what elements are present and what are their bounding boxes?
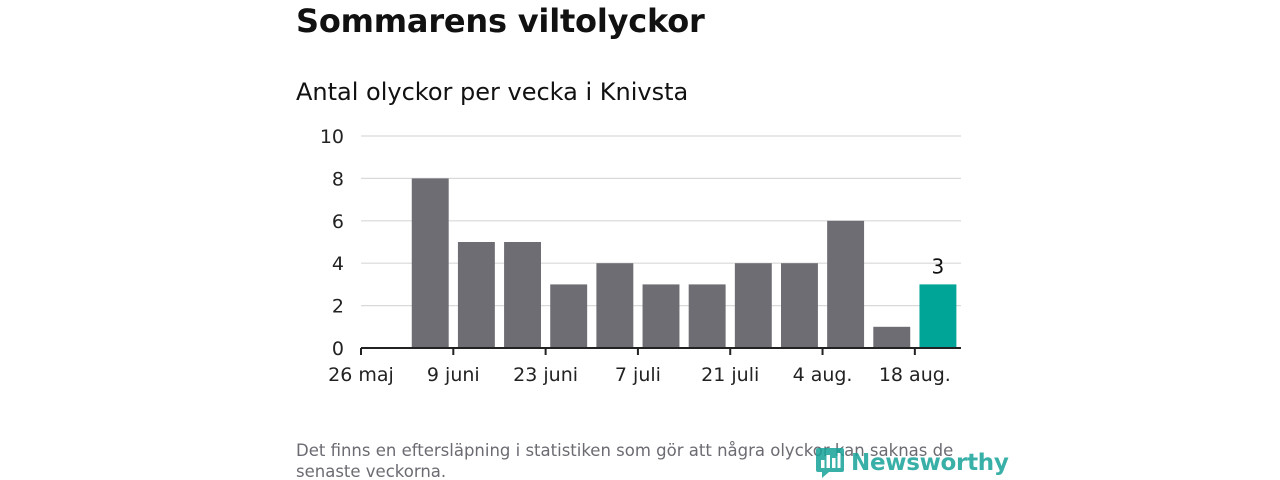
chart-title: Sommarens viltolyckor [296, 2, 705, 40]
labels: 0 2 4 6 8 10 26 maj 9 juni 23 juni 7 juli 21 juli 4… [320, 126, 951, 386]
x-tick-label: 26 maj [328, 364, 394, 386]
x-tick-label: 18 aug. [879, 364, 951, 386]
bar [642, 284, 680, 348]
grid-lines [361, 135, 961, 307]
bar-chart: 0 2 4 6 8 10 26 maj 9 juni 23 juni 7 juli 21 juli 4… [320, 126, 961, 386]
y-tick-label: 6 [332, 211, 344, 233]
bar [827, 220, 865, 348]
x-tick-label: 23 juni [513, 364, 578, 386]
data-label: 3 [932, 254, 945, 278]
x-tick-label: 21 juli [701, 364, 759, 386]
bar [550, 284, 588, 348]
axes [360, 347, 961, 355]
bar [873, 326, 911, 348]
bar [596, 263, 634, 348]
bar [734, 263, 772, 348]
bar [688, 284, 726, 348]
bar-chart-bubble-icon [816, 448, 844, 478]
x-tick-label: 7 juli [615, 364, 661, 386]
logo-text: Newsworthy [851, 450, 1009, 476]
bars [411, 178, 957, 348]
newsworthy-logo[interactable]: Newsworthy [815, 446, 1009, 480]
chart-subtitle: Antal olyckor per vecka i Knivsta [296, 78, 689, 106]
bar [504, 242, 541, 348]
bar [411, 178, 449, 348]
bar [919, 284, 957, 348]
footnote: Det finns en eftersläpning i statistiken… [296, 441, 954, 480]
y-tick-label: 10 [320, 126, 344, 148]
bar [781, 263, 818, 348]
y-tick-label: 4 [332, 253, 344, 275]
x-tick-label: 4 aug. [793, 364, 853, 386]
y-tick-label: 8 [332, 168, 344, 190]
x-tick-label: 9 juni [427, 364, 480, 386]
y-tick-label: 2 [332, 296, 344, 318]
bar [457, 242, 495, 348]
y-tick-label: 0 [332, 338, 344, 360]
